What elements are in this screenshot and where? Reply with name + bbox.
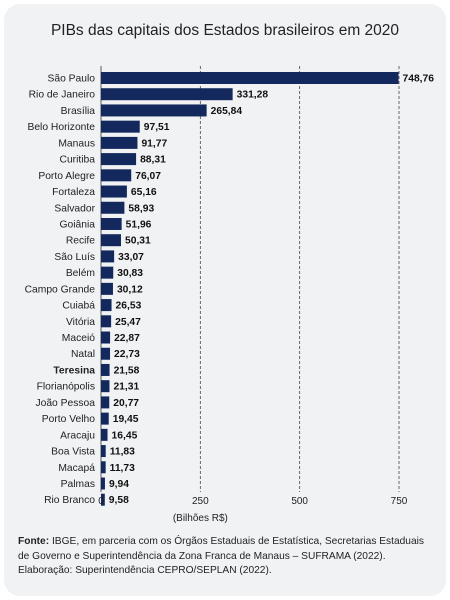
value-label: 20,77	[113, 398, 139, 409]
category-label: João Pessoa	[35, 398, 95, 409]
value-label: 16,45	[112, 430, 138, 441]
value-label: 748,76	[403, 74, 435, 85]
bar	[101, 493, 105, 506]
category-label: Porto Alegre	[38, 171, 95, 182]
value-label: 26,53	[116, 301, 142, 312]
bar	[101, 445, 106, 458]
category-label: Boa Vista	[51, 447, 95, 458]
bar	[101, 412, 109, 425]
value-label: 25,47	[115, 317, 141, 328]
category-label: Natal	[71, 349, 95, 360]
value-label: 11,83	[110, 447, 135, 458]
bar	[101, 201, 125, 214]
category-label: São Paulo	[47, 74, 95, 85]
value-label: 88,31	[140, 155, 166, 166]
value-label: 97,51	[144, 122, 170, 133]
value-label: 11,73	[110, 463, 135, 474]
bar	[101, 217, 122, 230]
bar	[101, 136, 138, 149]
category-label: Florianópolis	[37, 382, 95, 393]
bar	[101, 428, 108, 441]
bar	[101, 299, 112, 312]
bar	[101, 234, 121, 247]
category-label: Goiânia	[60, 219, 96, 230]
category-label: Curitiba	[60, 155, 96, 166]
category-label: Aracaju	[60, 430, 95, 441]
value-label: 50,31	[125, 236, 151, 247]
value-label: 30,83	[117, 268, 143, 279]
category-label: Macapá	[58, 463, 95, 474]
category-label: Maceió	[62, 333, 95, 344]
value-label: 265,84	[211, 106, 243, 117]
bar	[101, 461, 106, 474]
category-label: Cuiabá	[62, 301, 95, 312]
value-label: 331,28	[237, 90, 269, 101]
value-label: 30,12	[117, 284, 143, 295]
category-label: Rio Branco	[44, 495, 95, 506]
value-label: 22,87	[114, 333, 140, 344]
category-label: São Luís	[54, 252, 95, 263]
source-text: IBGE, em parceria com os Órgãos Estaduai…	[18, 536, 424, 562]
value-label: 21,31	[113, 382, 139, 393]
chart-title: PIBs das capitais dos Estados brasileiro…	[50, 22, 400, 39]
bar	[101, 282, 113, 295]
category-label: Fortaleza	[52, 187, 95, 198]
value-label: 9,94	[109, 479, 129, 490]
category-label: Palmas	[61, 479, 95, 490]
credit-text: Elaboração: Superintendência CEPRO/SEPLA…	[18, 565, 272, 576]
category-label: Rio de Janeiro	[29, 90, 96, 101]
bar	[101, 380, 110, 393]
value-label: 9,58	[109, 495, 129, 506]
category-label: Teresina	[53, 365, 95, 376]
bar	[101, 120, 140, 133]
value-label: 58,93	[128, 203, 154, 214]
category-label: Porto Velho	[42, 414, 96, 425]
bar	[101, 185, 127, 198]
category-label: Manaus	[58, 138, 95, 149]
category-label: Belém	[66, 268, 95, 279]
value-label: 65,16	[131, 187, 157, 198]
category-label: Vitória	[66, 317, 95, 328]
bar-chart: São Paulo 748,76 Rio de Janeiro 331,28 Brasí…	[25, 66, 435, 524]
bar	[101, 363, 110, 376]
bar	[101, 266, 114, 279]
source-note: Fonte: IBGE, em parceria com os Órgãos E…	[18, 535, 436, 579]
category-label: Campo Grande	[25, 284, 96, 295]
chart-card	[4, 4, 446, 596]
bar	[101, 347, 111, 360]
bar	[101, 250, 115, 263]
x-axis-label: (Bilhões R$)	[173, 513, 228, 524]
value-label: 21,58	[114, 365, 140, 376]
value-label: 76,07	[135, 171, 161, 182]
bar	[101, 88, 233, 101]
x-tick-label: 0	[98, 496, 104, 507]
x-tick-label: 750	[391, 496, 408, 507]
bar	[101, 477, 105, 490]
bar	[101, 104, 207, 117]
bar	[101, 315, 112, 328]
category-label: Belo Horizonte	[27, 122, 95, 133]
x-tick-label: 250	[192, 496, 209, 507]
category-label: Salvador	[54, 203, 95, 214]
bar	[101, 153, 137, 166]
value-label: 51,96	[126, 219, 152, 230]
category-label: Brasília	[61, 106, 96, 117]
bar	[101, 169, 132, 182]
category-label: Recife	[66, 236, 95, 247]
bar	[101, 396, 110, 409]
value-label: 22,73	[114, 349, 140, 360]
value-label: 33,07	[118, 252, 144, 263]
bar	[101, 331, 111, 344]
value-label: 91,77	[141, 138, 167, 149]
x-tick-label: 500	[291, 496, 308, 507]
bar	[101, 72, 399, 84]
source-label: Fonte:	[18, 536, 50, 547]
value-label: 19,45	[113, 414, 139, 425]
